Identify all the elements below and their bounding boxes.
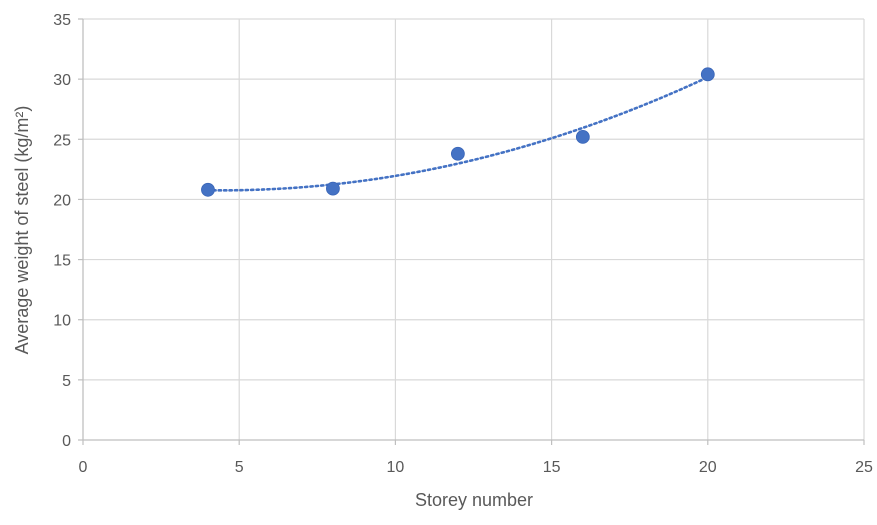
x-tick-label: 10 xyxy=(387,459,405,476)
data-points xyxy=(201,67,715,197)
tick-labels: 0 5 10 15 20 25 0 5 10 15 20 25 30 35 xyxy=(53,12,873,476)
x-tick-label: 25 xyxy=(855,459,873,476)
y-tick-label: 15 xyxy=(53,253,71,270)
x-axis-title: Storey number xyxy=(415,490,533,510)
data-point xyxy=(201,182,215,197)
data-point xyxy=(575,129,590,144)
data-point xyxy=(326,181,340,196)
data-point xyxy=(450,146,465,161)
x-tick-label: 5 xyxy=(235,459,244,476)
axes xyxy=(78,18,865,445)
trendline-path xyxy=(206,75,710,192)
data-point xyxy=(700,67,715,82)
x-tick-label: 0 xyxy=(79,459,88,476)
y-tick-label: 20 xyxy=(53,192,71,209)
grid xyxy=(83,18,865,440)
x-tick-label: 15 xyxy=(543,459,561,476)
y-axis-title: Average weight of steel (kg/m²) xyxy=(12,106,32,355)
y-tick-label: 25 xyxy=(53,132,71,149)
y-tick-label: 0 xyxy=(62,433,71,450)
y-tick-label: 5 xyxy=(62,373,71,390)
trendline xyxy=(206,75,710,192)
y-tick-label: 35 xyxy=(53,12,71,29)
y-tick-label: 30 xyxy=(53,72,71,89)
y-tick-label: 10 xyxy=(53,313,71,330)
x-tick-label: 20 xyxy=(699,459,717,476)
